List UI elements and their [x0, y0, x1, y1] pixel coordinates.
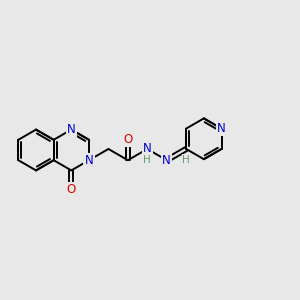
Text: O: O [123, 133, 133, 146]
Text: N: N [162, 154, 171, 167]
Text: N: N [143, 142, 152, 155]
Text: H: H [143, 154, 151, 165]
Text: N: N [217, 122, 226, 135]
Text: H: H [182, 154, 190, 165]
Text: N: N [67, 123, 76, 136]
Text: N: N [85, 154, 93, 167]
Text: O: O [67, 183, 76, 196]
